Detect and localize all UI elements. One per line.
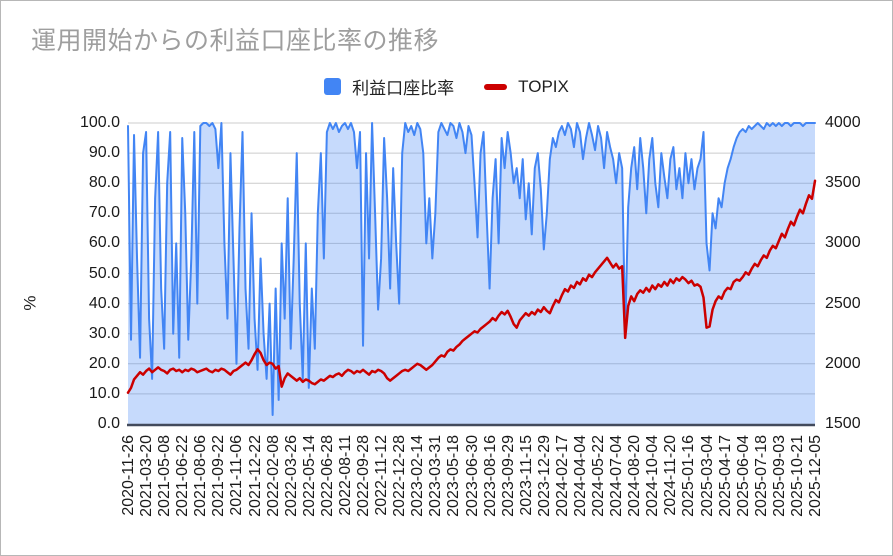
x-axis-tick-label: 2025-06-04 xyxy=(734,435,752,517)
y-axis-left-tick-label: 0.0 xyxy=(97,415,120,432)
x-axis-tick-label: 2021-05-08 xyxy=(156,435,174,517)
x-axis-tick-label: 2022-03-26 xyxy=(282,435,300,517)
x-axis-tick-label: 2025-12-05 xyxy=(807,435,824,517)
y-axis-right-tick-label: 4000 xyxy=(825,114,861,131)
x-axis-tick-label: 2025-03-04 xyxy=(698,435,716,517)
y-axis-left-tick-label: 70.0 xyxy=(88,204,120,222)
x-axis-tick-label: 2024-05-22 xyxy=(590,435,608,517)
x-axis-tick-label: 2025-01-16 xyxy=(680,435,698,517)
legend-label-ratio: 利益口座比率 xyxy=(352,79,455,98)
x-axis-tick-label: 2022-12-28 xyxy=(391,435,409,517)
ratio-area-fill xyxy=(128,123,815,424)
x-axis-tick-label: 2024-02-17 xyxy=(553,435,571,517)
y-axis-left-tick-label: 100.0 xyxy=(79,114,120,131)
x-axis-tick-label: 2021-09-22 xyxy=(210,435,228,517)
legend-label-topix: TOPIX xyxy=(518,76,569,96)
x-axis-tick-label: 2024-04-04 xyxy=(571,435,589,517)
x-axis-tick-label: 2024-10-04 xyxy=(644,435,662,517)
legend: 利益口座比率 TOPIX xyxy=(1,74,892,99)
x-axis-tick-label: 2023-11-15 xyxy=(517,435,535,516)
y-axis-left-tick-label: 60.0 xyxy=(88,234,120,252)
y-axis-right-tick-label: 2500 xyxy=(825,294,861,312)
x-axis-tick-label: 2025-04-17 xyxy=(716,435,734,517)
legend-item-ratio: 利益口座比率 xyxy=(324,74,454,99)
x-axis-tick-label: 2022-11-12 xyxy=(373,435,391,516)
y-axis-left-tick-label: 10.0 xyxy=(88,384,120,402)
x-axis-tick-label: 2023-08-16 xyxy=(481,435,499,517)
y-axis-right-tick-label: 2000 xyxy=(825,354,861,372)
x-axis-tick-label: 2024-08-20 xyxy=(626,435,644,517)
y-axis-left-tick-label: 30.0 xyxy=(88,324,120,342)
x-axis-tick-label: 2021-08-06 xyxy=(192,435,210,517)
x-axis-tick-label: 2023-03-31 xyxy=(427,435,445,517)
x-axis-tick-label: 2022-02-08 xyxy=(264,435,282,517)
ratio-series-swatch-icon xyxy=(324,78,342,95)
y-axis-left-tick-label: 20.0 xyxy=(88,354,120,372)
topix-series-swatch-icon xyxy=(484,83,508,90)
x-axis-tick-label: 2023-02-14 xyxy=(409,435,427,517)
x-axis-tick-label: 2023-06-30 xyxy=(463,435,481,517)
x-axis-tick-label: 2021-06-22 xyxy=(174,435,192,517)
x-axis-tick-label: 2023-09-29 xyxy=(499,435,517,517)
x-axis-tick-label: 2025-09-03 xyxy=(770,435,788,517)
x-axis-tick-label: 2022-05-14 xyxy=(300,435,318,517)
x-axis-tick-label: 2021-11-06 xyxy=(228,435,246,516)
y-axis-left-tick-label: 80.0 xyxy=(88,174,120,192)
legend-item-topix: TOPIX xyxy=(484,77,569,97)
y-axis-left-tick-label: 50.0 xyxy=(88,264,120,282)
x-axis-tick-label: 2021-03-20 xyxy=(138,435,156,517)
chart-title: 運用開始からの利益口座比率の推移 xyxy=(31,27,440,55)
y-axis-right-tick-label: 1500 xyxy=(825,415,861,432)
topix-line-series xyxy=(126,179,817,394)
x-axis-tick-label: 2021-12-22 xyxy=(246,435,264,517)
y-axis-left-tick-label: 90.0 xyxy=(88,144,120,162)
y-axis-right-tick-label: 3000 xyxy=(825,234,861,252)
x-axis-tick-label: 2025-07-18 xyxy=(752,435,770,517)
x-axis-tick-label: 2020-11-26 xyxy=(120,435,137,516)
x-axis-tick-label: 2023-12-29 xyxy=(535,435,553,517)
x-axis-tick-label: 2022-08-11 xyxy=(336,435,354,516)
x-axis-tick-label: 2022-09-28 xyxy=(355,435,373,517)
x-axis-tick-label: 2024-07-04 xyxy=(608,435,626,517)
x-axis-tick-label: 2025-10-21 xyxy=(788,435,806,517)
x-axis-tick-label: 2022-06-28 xyxy=(318,435,336,517)
ratio-line-series xyxy=(127,122,816,416)
y-axis-right-tick-label: 3500 xyxy=(825,174,861,192)
x-axis-tick-label: 2023-05-18 xyxy=(445,435,463,517)
y-axis-left-tick-label: 40.0 xyxy=(88,294,120,312)
x-axis-tick-label: 2024-11-20 xyxy=(662,435,680,516)
y-axis-title: % xyxy=(20,295,40,311)
